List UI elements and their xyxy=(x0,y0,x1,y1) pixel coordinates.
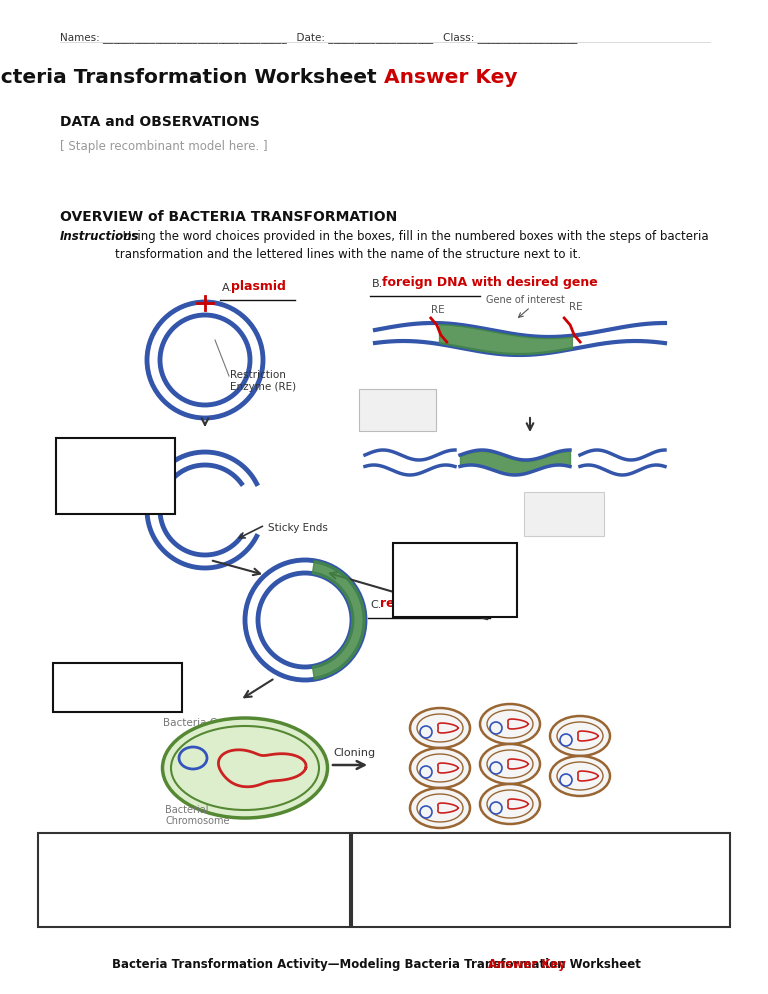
Text: : Using the word choices provided in the boxes, fill in the numbered boxes with : : Using the word choices provided in the… xyxy=(115,230,709,261)
Text: •  DNA ligase joins sticky ends to form recombinant plasmid: • DNA ligase joins sticky ends to form r… xyxy=(366,893,722,906)
Text: Instructions: Instructions xyxy=(60,230,140,243)
Text: Names: ___________________________________   Date: ____________________   Class:: Names: _________________________________… xyxy=(60,32,578,43)
Text: Enzyme (RE): Enzyme (RE) xyxy=(230,382,296,392)
Text: [ Staple recombinant model here. ]: [ Staple recombinant model here. ] xyxy=(60,140,267,153)
Text: Bacteria Transformation Activity—Modeling Bacteria Transformation Worksheet: Bacteria Transformation Activity—Modelin… xyxy=(112,958,645,971)
FancyBboxPatch shape xyxy=(359,389,436,431)
Text: Chromosome: Chromosome xyxy=(165,816,230,826)
FancyBboxPatch shape xyxy=(524,492,604,536)
Ellipse shape xyxy=(163,718,327,818)
Text: 1plasmid: 1plasmid xyxy=(63,445,127,458)
Text: recombinant DNA: recombinant DNA xyxy=(380,597,503,610)
Text: •  recombinant DNA: • recombinant DNA xyxy=(52,893,170,906)
Polygon shape xyxy=(313,561,365,679)
Text: 3. bacteria: 3. bacteria xyxy=(61,673,137,686)
FancyBboxPatch shape xyxy=(56,438,175,514)
Ellipse shape xyxy=(480,704,540,744)
Text: •  foreign DNA with desired gene: • foreign DNA with desired gene xyxy=(52,857,247,870)
Text: cut with: cut with xyxy=(63,458,120,471)
Ellipse shape xyxy=(550,756,610,796)
Text: RE: RE xyxy=(431,305,445,315)
Text: A.: A. xyxy=(222,283,233,293)
Ellipse shape xyxy=(410,748,470,788)
Text: Modeling Bacteria Transformation Worksheet Answer Key: Modeling Bacteria Transformation Workshe… xyxy=(363,68,405,70)
FancyBboxPatch shape xyxy=(393,543,517,617)
Text: 2.: 2. xyxy=(400,550,413,563)
Text: joins sticky: joins sticky xyxy=(400,578,478,591)
Ellipse shape xyxy=(550,716,610,756)
Text: plasmid: plasmid xyxy=(231,280,286,293)
Text: enzyme: enzyme xyxy=(63,484,118,497)
Text: Gene of interest: Gene of interest xyxy=(486,295,565,305)
Text: DATA and OBSERVATIONS: DATA and OBSERVATIONS xyxy=(60,115,260,129)
FancyBboxPatch shape xyxy=(352,833,730,927)
Text: •  plasmid: • plasmid xyxy=(52,875,113,888)
Text: •  plasmid cut with restriction enzyme: • plasmid cut with restriction enzyme xyxy=(366,875,593,888)
Text: Answer Key: Answer Key xyxy=(384,68,518,87)
Text: transformed...: transformed... xyxy=(61,689,163,702)
Text: Answer Key: Answer Key xyxy=(488,958,566,971)
Text: Word Choices for Numbers: Word Choices for Numbers xyxy=(362,841,562,854)
FancyBboxPatch shape xyxy=(53,663,182,712)
Text: B.: B. xyxy=(372,279,383,289)
Text: Cloning: Cloning xyxy=(333,748,375,758)
Text: RE: RE xyxy=(569,302,583,312)
FancyBboxPatch shape xyxy=(38,833,350,927)
Text: ends: ends xyxy=(400,592,434,605)
Ellipse shape xyxy=(410,708,470,748)
Text: Restriction: Restriction xyxy=(230,370,286,380)
Text: •  bacteria transformed with recombinant plasmid: • bacteria transformed with recombinant … xyxy=(366,857,664,870)
Text: Sticky Ends: Sticky Ends xyxy=(268,523,328,533)
Ellipse shape xyxy=(480,784,540,824)
Ellipse shape xyxy=(480,744,540,784)
Text: Modeling Bacteria Transformation Worksheet: Modeling Bacteria Transformation Workshe… xyxy=(0,68,384,87)
Text: restriction: restriction xyxy=(63,471,136,484)
Ellipse shape xyxy=(410,788,470,828)
Text: Word Choices for Letters: Word Choices for Letters xyxy=(48,841,234,854)
Text: OVERVIEW of BACTERIA TRANSFORMATION: OVERVIEW of BACTERIA TRANSFORMATION xyxy=(60,210,397,224)
Text: foreign DNA with desired gene: foreign DNA with desired gene xyxy=(382,276,598,289)
Text: DNA ligase: DNA ligase xyxy=(400,564,476,577)
Text: Bacterial: Bacterial xyxy=(165,805,208,815)
Text: C.: C. xyxy=(370,600,382,610)
Text: Bacteria Cell: Bacteria Cell xyxy=(163,718,230,728)
